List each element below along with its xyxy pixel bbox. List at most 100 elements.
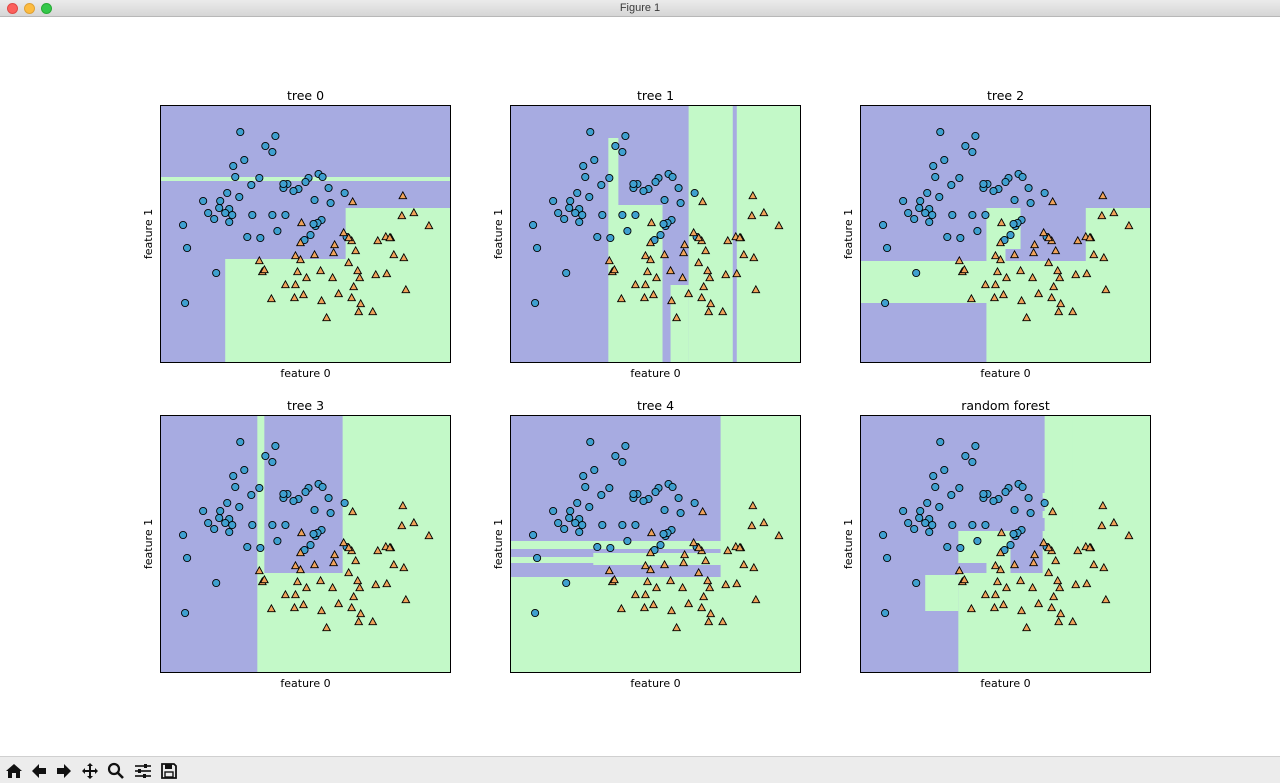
data-point-class-1 <box>648 289 659 299</box>
data-point-class-1 <box>1034 598 1044 608</box>
data-point-class-0 <box>212 578 221 588</box>
data-point-class-0 <box>229 161 238 171</box>
pan-button[interactable] <box>79 760 101 782</box>
data-point-class-1 <box>389 559 399 569</box>
data-point-class-0 <box>606 233 615 243</box>
data-point-class-1 <box>296 217 307 227</box>
data-point-class-1 <box>1022 312 1032 322</box>
subplot-title: tree 1 <box>637 88 674 103</box>
data-point-class-0 <box>611 141 620 151</box>
forward-button[interactable] <box>53 760 75 782</box>
configure-subplots-button[interactable] <box>132 760 154 782</box>
data-point-class-0 <box>549 506 558 516</box>
data-point-class-1 <box>705 582 715 592</box>
data-point-class-1 <box>989 602 1000 612</box>
data-point-class-0 <box>590 465 599 475</box>
data-point-class-1 <box>397 520 407 530</box>
data-point-class-0 <box>1001 177 1010 187</box>
data-point-class-1 <box>398 500 408 510</box>
data-point-class-1 <box>289 602 300 612</box>
data-point-class-1 <box>1085 542 1095 552</box>
data-point-class-1 <box>1099 252 1109 262</box>
data-point-class-0 <box>215 513 224 523</box>
data-point-class-0 <box>928 520 937 530</box>
axes-frame <box>860 415 1151 673</box>
data-point-class-0 <box>235 502 244 512</box>
data-point-class-0 <box>676 508 685 518</box>
data-point-class-1 <box>1068 306 1078 316</box>
data-point-class-1 <box>998 599 1009 609</box>
data-point-class-0 <box>318 482 327 492</box>
data-point-class-0 <box>210 524 219 534</box>
data-point-class-1 <box>1085 232 1095 242</box>
data-point-class-1 <box>1034 288 1044 298</box>
data-point-class-0 <box>631 520 640 530</box>
data-point-class-0 <box>651 487 660 497</box>
data-point-class-0 <box>879 220 888 230</box>
data-point-class-1 <box>1053 265 1063 275</box>
data-point-class-0 <box>912 268 921 278</box>
decision-region <box>225 259 451 363</box>
window-titlebar: Figure 1 <box>0 0 1280 17</box>
data-point-class-1 <box>1109 517 1119 527</box>
plot-area <box>860 105 1151 363</box>
zoom-button[interactable] <box>105 760 127 782</box>
data-point-class-0 <box>340 498 349 508</box>
data-point-class-0 <box>531 608 540 618</box>
data-point-class-1 <box>659 249 670 259</box>
save-button[interactable] <box>158 760 180 782</box>
y-axis-label: feature 1 <box>842 519 855 569</box>
data-point-class-1 <box>1071 579 1081 589</box>
data-point-class-1 <box>697 292 707 302</box>
data-point-class-1 <box>401 284 411 294</box>
data-point-class-0 <box>261 141 270 151</box>
data-point-class-1 <box>347 292 357 302</box>
data-point-class-0 <box>271 441 280 451</box>
y-axis-label: feature 1 <box>142 209 155 259</box>
data-point-class-1 <box>1124 220 1134 230</box>
x-axis-label: feature 0 <box>980 367 1030 380</box>
data-point-class-0 <box>943 232 952 242</box>
data-point-class-1 <box>672 622 682 632</box>
data-point-class-0 <box>179 530 188 540</box>
data-point-class-1 <box>689 537 699 547</box>
data-point-class-0 <box>183 553 192 563</box>
data-point-class-0 <box>968 147 977 157</box>
data-point-class-0 <box>968 457 977 467</box>
data-point-class-1 <box>640 279 651 289</box>
search-icon <box>107 762 124 779</box>
data-point-class-1 <box>996 217 1007 227</box>
close-window-button[interactable] <box>7 3 18 14</box>
home-button[interactable] <box>3 760 25 782</box>
subplot-title: tree 4 <box>637 398 674 413</box>
data-point-class-0 <box>565 513 574 523</box>
data-point-class-1 <box>666 575 676 585</box>
data-point-class-0 <box>925 217 934 227</box>
data-point-class-1 <box>330 239 340 249</box>
data-point-class-1 <box>1047 292 1057 302</box>
maximize-window-button[interactable] <box>41 3 52 14</box>
data-point-class-1 <box>290 560 301 570</box>
data-point-class-1 <box>645 237 656 247</box>
data-point-class-0 <box>586 437 595 447</box>
data-point-class-0 <box>281 520 290 530</box>
data-point-class-1 <box>351 245 361 255</box>
data-point-class-0 <box>221 518 230 528</box>
data-point-class-1 <box>1051 245 1061 255</box>
back-button[interactable] <box>28 760 50 782</box>
data-point-class-1 <box>1039 537 1049 547</box>
data-point-class-0 <box>268 457 277 467</box>
data-point-class-0 <box>961 451 970 461</box>
data-point-class-1 <box>679 247 689 257</box>
data-point-class-0 <box>883 553 892 563</box>
data-point-class-1 <box>1001 272 1012 282</box>
data-point-class-1 <box>309 249 320 259</box>
data-point-class-0 <box>923 188 932 198</box>
data-point-class-1 <box>651 582 662 592</box>
data-point-class-1 <box>703 575 713 585</box>
data-point-class-1 <box>694 232 704 242</box>
data-point-class-1 <box>298 289 309 299</box>
data-point-class-1 <box>292 266 303 276</box>
minimize-window-button[interactable] <box>24 3 35 14</box>
data-point-class-1 <box>995 237 1006 247</box>
